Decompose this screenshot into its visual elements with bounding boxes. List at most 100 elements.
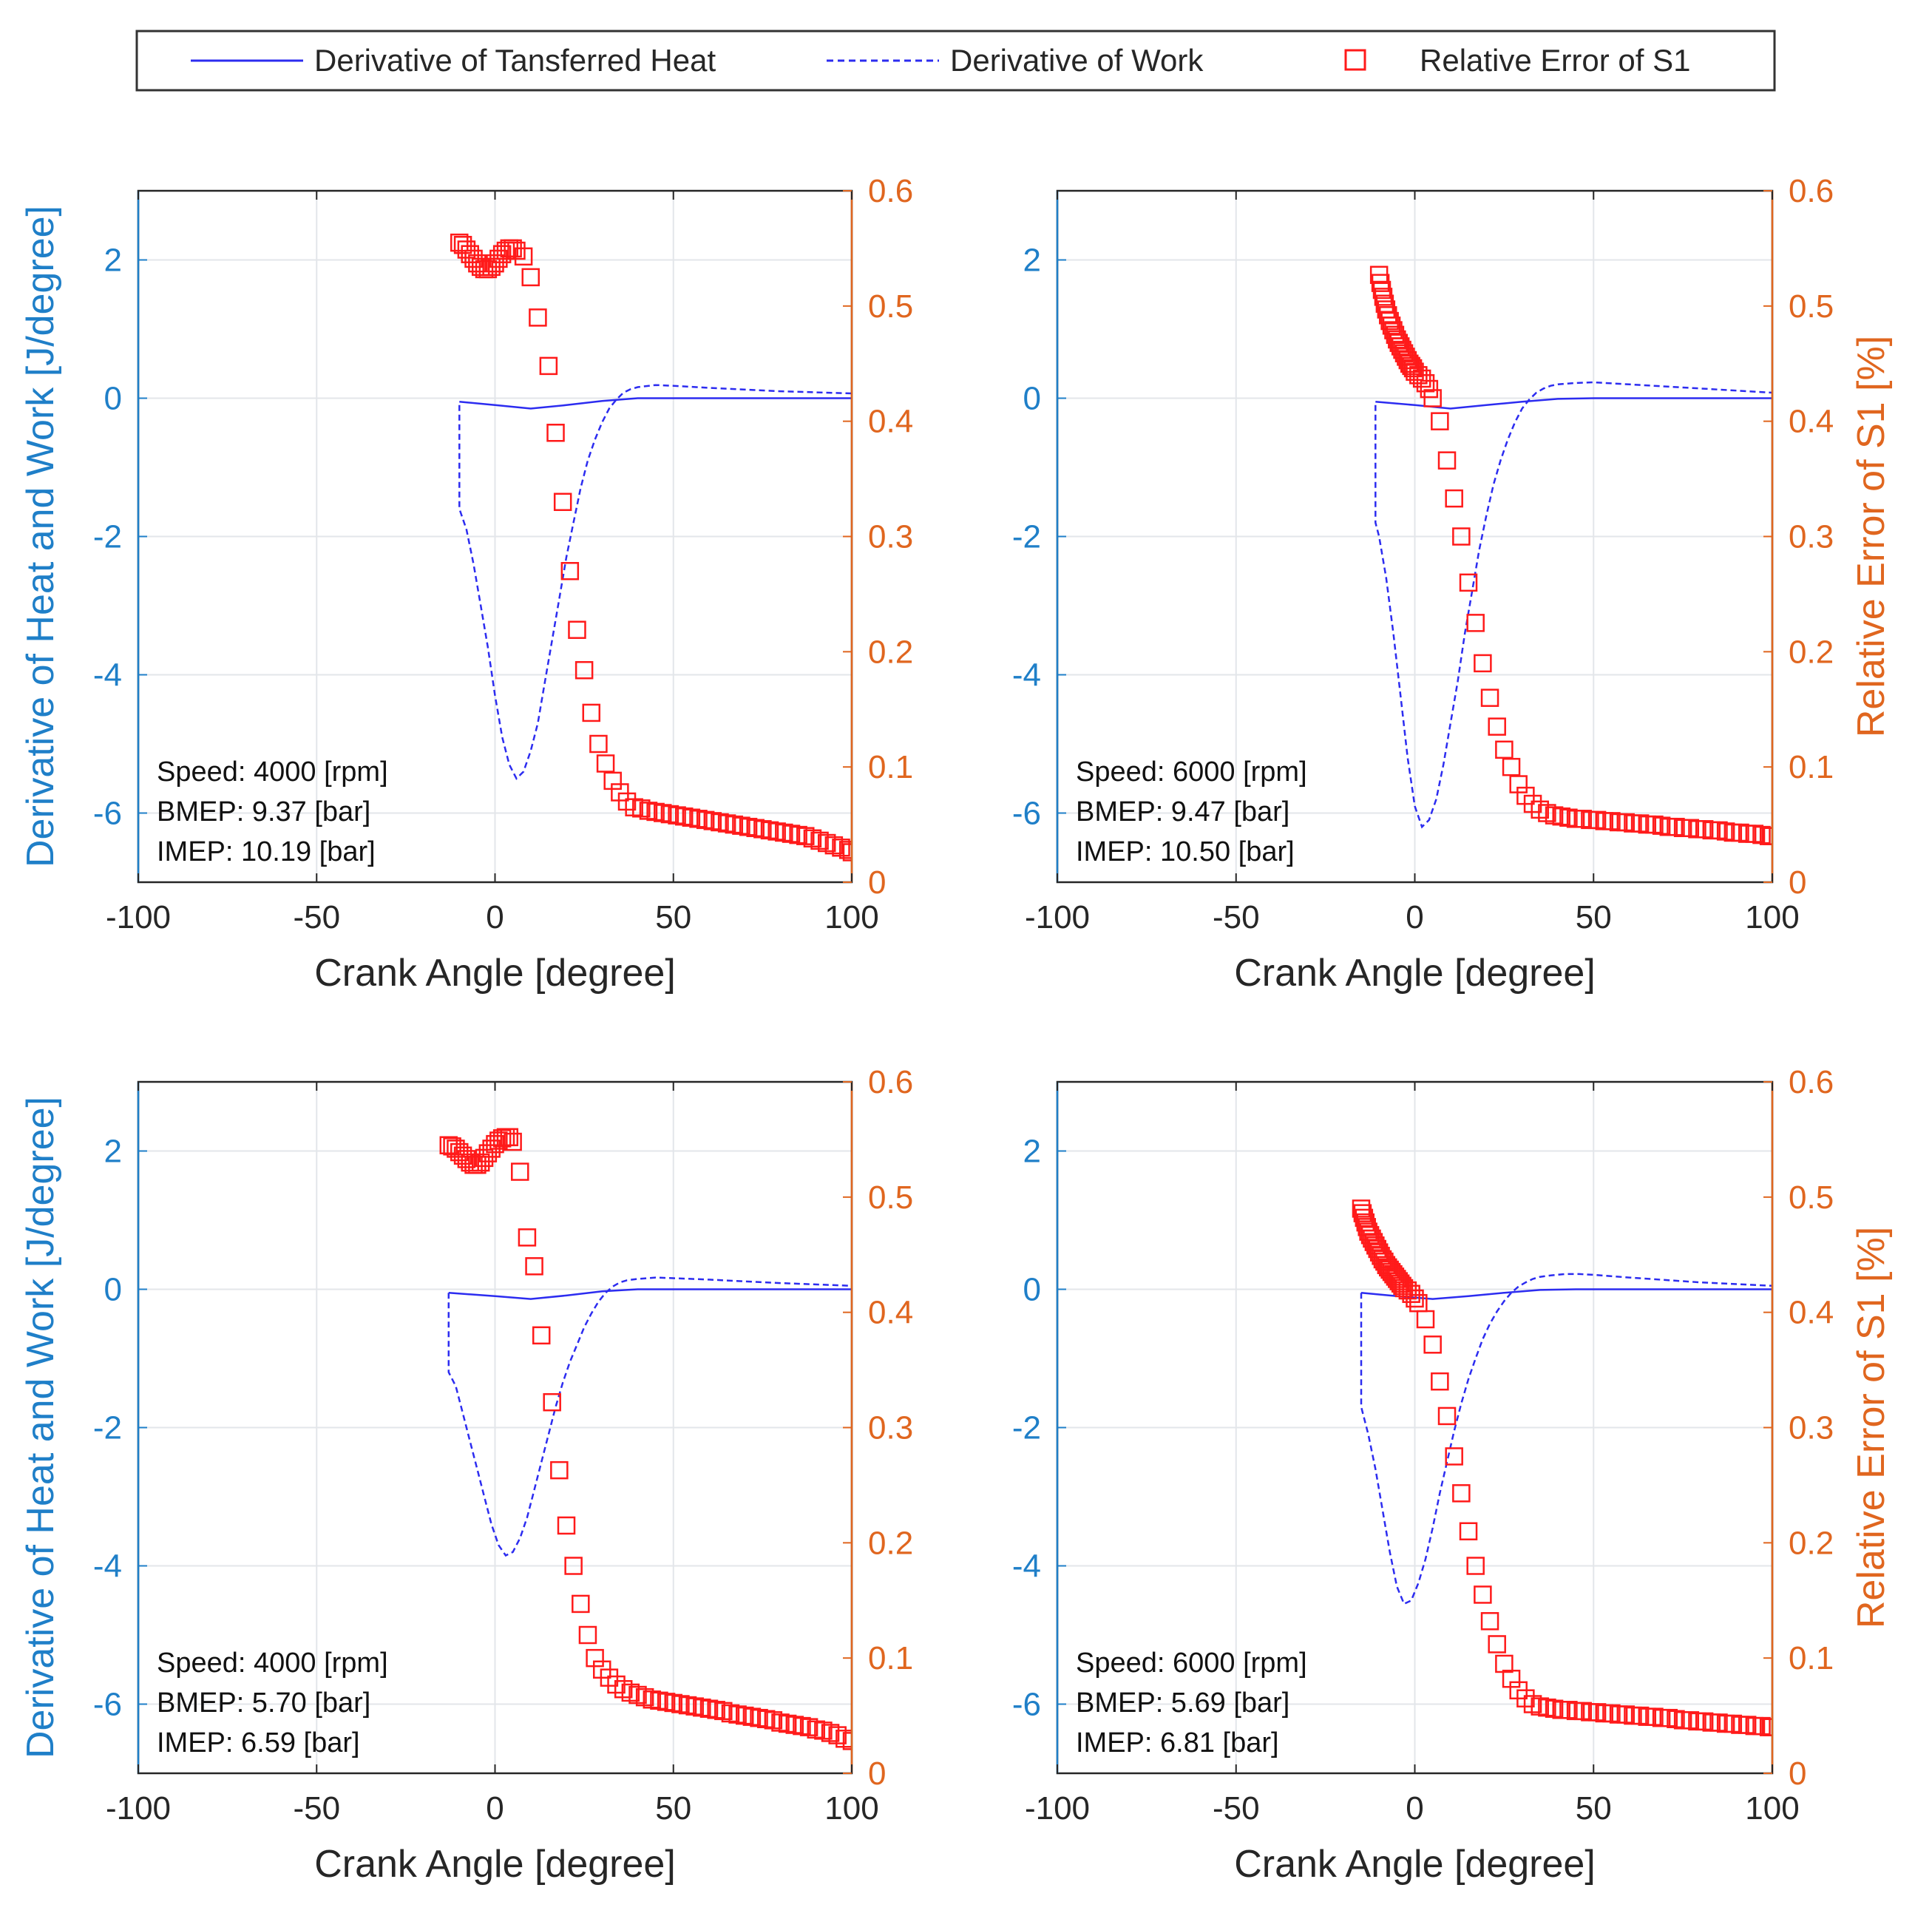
left-y-tick-label: -4 (93, 1548, 122, 1585)
error-marker (518, 1228, 537, 1247)
heat-derivative-line (459, 397, 852, 410)
error-marker (1437, 451, 1457, 470)
annotation-bmep: BMEP: 9.37 [bar] (157, 796, 370, 827)
error-marker (1752, 1716, 1771, 1736)
error-marker (1559, 1701, 1578, 1719)
left-y-tick-label: 0 (1023, 1272, 1041, 1308)
right-y-tick-label: 0.3 (868, 519, 913, 555)
error-marker (1545, 806, 1564, 825)
error-marker (835, 1730, 852, 1748)
x-tick-label: 50 (655, 1790, 691, 1827)
error-marker (596, 754, 615, 773)
work-derivative-line (458, 384, 852, 780)
chart-panel-2: -100 -50 0 50 100 -6 -4 -2 0 2 0 0.1 0.2 0.3 0.4 0.5 0.6… (1012, 173, 1893, 995)
error-marker (742, 1707, 762, 1726)
legend-error-marker (1344, 49, 1366, 71)
heat-derivative-line (448, 1288, 852, 1300)
error-marker (778, 1714, 797, 1733)
right-y-tick-label: 0.5 (868, 288, 913, 325)
error-marker (507, 241, 526, 260)
left-y-tick-label: -6 (1012, 1687, 1041, 1723)
right-y-tick-label: 0.1 (868, 1640, 913, 1676)
error-marker (1616, 1705, 1636, 1724)
error-marker (696, 810, 715, 830)
legend-heat-label: Derivative of Tansferred Heat (314, 43, 716, 78)
error-marker (1573, 1702, 1592, 1721)
error-marker (793, 1716, 811, 1736)
x-tick-label: -50 (293, 899, 340, 935)
error-marker (450, 1143, 469, 1162)
error-marker (643, 1690, 662, 1709)
error-marker (1709, 821, 1728, 840)
x-tick-label: 100 (1745, 1790, 1799, 1827)
error-marker (1382, 316, 1401, 335)
error-marker (728, 1705, 747, 1724)
legend-box (135, 30, 1776, 92)
error-marker (1502, 1669, 1521, 1688)
error-marker (739, 817, 758, 836)
right-y-tick-label: 0.5 (1789, 288, 1834, 325)
error-marker (1374, 288, 1393, 306)
right-y-tick-label: 0.4 (1789, 404, 1834, 440)
annotation-bmep: BMEP: 9.47 [bar] (1076, 796, 1289, 827)
error-marker (1406, 362, 1424, 381)
right-y-tick-label: 0.2 (1789, 1525, 1834, 1561)
error-marker (771, 1713, 790, 1732)
error-marker (750, 1708, 768, 1727)
error-marker (1616, 813, 1636, 832)
error-marker (560, 562, 580, 580)
annotation-speed: Speed: 6000 [rpm] (1076, 756, 1307, 788)
annotation-bmep: BMEP: 5.69 [bar] (1076, 1687, 1289, 1719)
error-marker (1360, 1226, 1380, 1245)
error-marker (1738, 1716, 1757, 1734)
error-marker (1630, 814, 1650, 833)
right-y-tick-label: 0 (1789, 864, 1806, 901)
left-y-tick-label: 2 (104, 243, 122, 279)
annotation-speed: Speed: 4000 [rpm] (157, 1648, 388, 1679)
error-marker (611, 783, 629, 802)
error-marker (1667, 817, 1685, 836)
error-marker (1420, 379, 1439, 399)
error-marker (450, 233, 469, 252)
left-y-tick-label: -4 (1012, 1548, 1041, 1585)
error-marker (453, 235, 472, 254)
error-marker (828, 1726, 847, 1744)
error-marker (553, 492, 572, 511)
error-marker (1445, 1447, 1463, 1466)
error-marker (1667, 1710, 1685, 1729)
annotation-speed: Speed: 4000 [rpm] (157, 756, 388, 788)
error-marker (1394, 1279, 1414, 1298)
error-marker (1480, 1612, 1499, 1631)
error-marker (1388, 330, 1406, 349)
error-marker (1391, 337, 1410, 356)
error-marker (568, 620, 586, 639)
x-tick-label: 50 (1576, 1790, 1612, 1827)
error-marker (500, 1128, 519, 1147)
error-marker (654, 804, 672, 822)
error-marker (1695, 1712, 1714, 1731)
error-marker (717, 814, 736, 833)
error-marker (1423, 1336, 1442, 1354)
error-marker (1523, 1695, 1542, 1713)
error-marker (471, 1153, 490, 1172)
error-marker (635, 1687, 654, 1707)
annotation-imep: IMEP: 10.19 [bar] (157, 836, 376, 867)
error-marker (1416, 1310, 1435, 1329)
error-marker (842, 843, 852, 861)
x-tick-label: -50 (293, 1790, 340, 1827)
error-marker (1502, 757, 1521, 776)
error-marker (1763, 827, 1772, 845)
error-marker (461, 1153, 479, 1172)
error-marker (475, 1148, 494, 1168)
error-marker (756, 1710, 776, 1729)
right-y-tick-label: 0 (1789, 1756, 1806, 1792)
error-marker (589, 734, 608, 754)
x-tick-label: 100 (1745, 899, 1799, 935)
right-y-tick-label: 0.3 (868, 1410, 913, 1446)
error-marker (1416, 373, 1435, 393)
left-y-tick-label: -6 (93, 1687, 122, 1723)
right-y-tick-label: 0.2 (1789, 634, 1834, 670)
error-marker (1445, 489, 1463, 508)
annotation-imep: IMEP: 6.81 [bar] (1076, 1727, 1279, 1758)
right-y-tick-label: 0.5 (1789, 1179, 1834, 1216)
